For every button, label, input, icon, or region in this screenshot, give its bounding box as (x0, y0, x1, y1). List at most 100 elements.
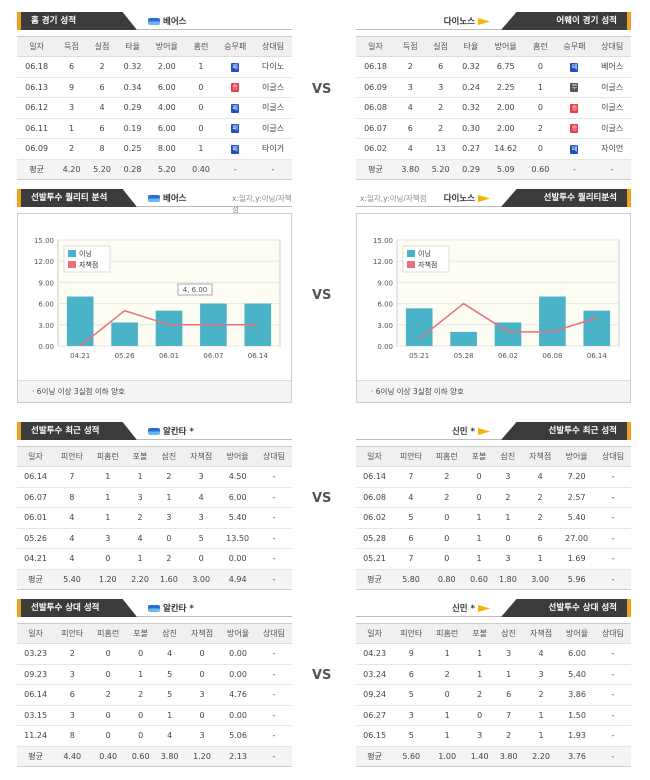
table-row: 05.28 6 0 1 0 6 27.00- (356, 528, 631, 549)
result-cell: 승 (555, 118, 594, 139)
table-cell: 0 (183, 548, 220, 570)
home-axis-note: x:일자,y:이닝/자책점 (232, 194, 292, 214)
legend-label-earned-runs: 자책점 (79, 260, 98, 269)
table-cell: 5.40 (219, 507, 257, 529)
away-pitcher-recent-table: 일자 피안타 피홈런 포볼 삼진 자책점 방어율 상대팀 06.14 7 2 0 3 4 7.20-06.0… (356, 446, 631, 590)
table-cell: 3.80 (494, 746, 524, 767)
table-cell: 0.00 (220, 664, 256, 685)
table-cell: 9 (393, 643, 430, 665)
result-badge: 승 (570, 124, 579, 134)
y-tick-label: 9.00 (38, 279, 54, 287)
table-cell: 3.00 (183, 569, 220, 590)
column-header: 일자 (356, 446, 394, 467)
result-badge: 무 (570, 83, 579, 93)
table-cell: 0 (185, 77, 217, 98)
table-cell: - (594, 684, 631, 706)
table-cell: 1.69 (558, 548, 596, 570)
table-row: 11.24 8 0 0 4 3 5.06- (17, 725, 292, 747)
home-pitcher-vs-title: 선발투수 상대 성적 (17, 599, 137, 617)
table-cell: 3 (393, 705, 430, 726)
table-cell: 2.00 (486, 118, 526, 139)
table-row: 06.02 5 0 1 1 2 5.40- (356, 507, 631, 529)
average-row: 평균 5.40 1.20 2.20 1.60 3.00 4.94- (17, 569, 292, 590)
table-cell: 06.15 (356, 725, 394, 747)
result-cell: 패 (216, 97, 255, 119)
table-cell: 06.02 (356, 507, 394, 529)
table-cell: 3 (395, 77, 426, 98)
home-pitcher-vs-label: 알칸타 * (145, 602, 194, 614)
column-header: 피안타 (393, 623, 430, 644)
table-cell: 1 (89, 487, 126, 508)
result-badge: 승 (231, 83, 240, 93)
table-cell: 1 (125, 548, 155, 570)
table-cell: 2 (86, 56, 118, 78)
table-cell: 2 (125, 507, 155, 529)
result-badge: 패 (570, 62, 579, 72)
table-cell: 03.24 (356, 664, 394, 685)
table-cell: 6.75 (486, 56, 526, 78)
table-cell: 11.24 (17, 725, 55, 747)
table-cell: 2.25 (486, 77, 526, 98)
table-cell: 2 (429, 664, 466, 685)
table-row: 06.27 3 1 0 7 1 1.50- (356, 705, 631, 726)
away-quality-team-name: 다이노스 (443, 194, 475, 204)
away-quality-title: 선발투수 퀄리티분석 (501, 189, 631, 207)
table-cell: 평균 (356, 569, 394, 590)
bears-logo-icon (148, 605, 160, 612)
result-badge: 패 (231, 144, 240, 154)
table-cell: 6 (393, 664, 430, 685)
table-cell: 5.60 (393, 746, 430, 767)
table-cell: 0 (525, 138, 556, 160)
table-cell: 2 (522, 487, 559, 508)
table-cell: - (256, 466, 292, 488)
away-quality-team: 다이노스 (444, 192, 493, 204)
table-cell: 04.23 (356, 643, 394, 665)
table-row: 06.12 3 4 0.29 4.00 0 패 이글스 (17, 97, 292, 119)
column-header: 피안타 (54, 446, 90, 467)
home-pitcher-vs-table: 일자 피안타 피홈런 포볼 삼진 자책점 방어율 상대팀 03.23 2 0 0 4 0 0.00-09.2… (17, 623, 292, 767)
table-cell: 2 (465, 684, 495, 706)
result-badge: 패 (570, 144, 579, 154)
table-cell: 1 (464, 507, 494, 529)
pitcher-star-icon: * (189, 427, 194, 437)
table-cell: - (256, 528, 292, 549)
x-tick-label: 06.14 (248, 352, 269, 360)
table-cell: 이글스 (254, 118, 292, 139)
away-quality-chart: 0.00 3.00 6.00 9.00 12.00 15.00 05.21 05.28 06.0… (356, 213, 631, 403)
y-tick-label: 15.00 (373, 237, 393, 245)
table-cell: 1.20 (184, 746, 221, 767)
table-cell: 2 (522, 507, 559, 529)
tooltip-text: 4, 6.00 (183, 286, 208, 294)
table-header-row: 일자 피안타 피홈런 포볼 삼진 자책점 방어율 상대팀 (17, 623, 292, 644)
table-cell: 06.13 (17, 77, 57, 98)
result-badge: 패 (231, 62, 240, 72)
table-cell: - (255, 684, 292, 706)
table-cell: 2 (154, 548, 184, 570)
table-row: 03.23 2 0 0 4 0 0.00- (17, 643, 292, 665)
home-pitcher-recent-table: 일자 피안타 피홈런 포볼 삼진 자책점 방어율 상대팀 06.14 7 1 1 2 3 4.50-06.0… (17, 446, 292, 590)
table-row: 04.23 9 1 1 3 4 6.00- (356, 643, 631, 665)
inning-bar (66, 296, 94, 346)
table-cell: 06.02 (356, 138, 396, 160)
table-cell: 1 (523, 725, 560, 747)
table-row: 06.07 6 2 0.30 2.00 2 승 이글스 (356, 118, 631, 139)
column-header: 승무패 (555, 36, 594, 57)
table-cell: 09.24 (356, 684, 394, 706)
table-header-row: 일자 득점 실점 타율 방어율 홈런 승무패 상대팀 (356, 36, 631, 57)
dinos-logo-icon (478, 195, 490, 202)
table-cell: 2 (494, 725, 524, 747)
table-row: 06.14 6 2 2 5 3 4.76- (17, 684, 292, 706)
x-tick-label: 06.07 (203, 352, 223, 360)
column-header: 피홈런 (429, 623, 466, 644)
table-cell: 0.32 (455, 97, 487, 119)
table-cell: 06.14 (17, 684, 55, 706)
table-cell: 2.20 (125, 569, 155, 590)
table-cell: 4 (155, 725, 185, 747)
table-cell: - (256, 487, 292, 508)
result-cell: 패 (216, 118, 255, 139)
table-cell: - (593, 159, 631, 180)
table-row: 03.15 3 0 0 1 0 0.00- (17, 705, 292, 726)
table-cell: 1.60 (154, 569, 184, 590)
